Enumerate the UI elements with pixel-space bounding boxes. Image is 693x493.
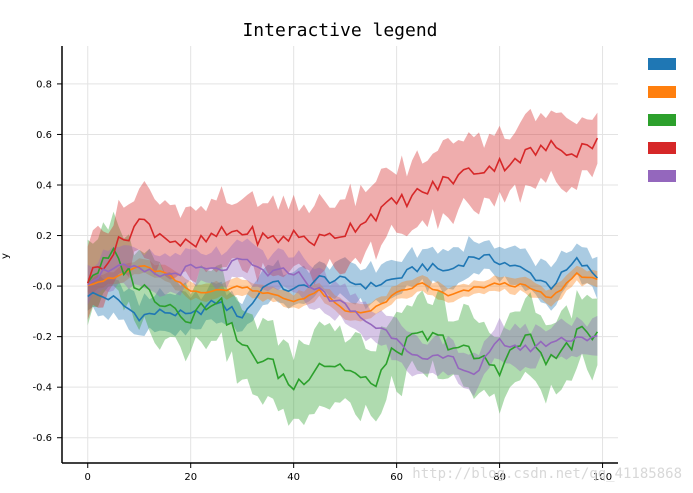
x-tick-label: 60 xyxy=(390,472,403,483)
series-lines xyxy=(86,137,599,391)
legend-swatch-4[interactable] xyxy=(648,142,676,154)
legend-swatch-2[interactable] xyxy=(648,86,676,98)
x-tick-label: 0 xyxy=(85,472,91,483)
y-tick-label: 0.4 xyxy=(36,181,52,192)
x-tick-label: 80 xyxy=(493,472,506,483)
y-tick-label: -0.2 xyxy=(32,332,52,343)
legend xyxy=(648,58,676,182)
x-tick-label: 40 xyxy=(287,472,300,483)
x-tick-label: 100 xyxy=(593,472,612,483)
series-band-4 xyxy=(87,108,598,320)
y-tick-label: -0.4 xyxy=(32,383,52,394)
y-tick-label: -0.6 xyxy=(32,433,52,444)
series-line-5 xyxy=(87,257,598,376)
y-tick-label: 0.2 xyxy=(36,231,52,242)
y-tick-label: -0.0 xyxy=(32,282,52,293)
y-tick-label: 0.8 xyxy=(36,79,52,90)
watermark: http://blog.csdn.net/qq_41185868 xyxy=(412,466,682,482)
axes: 0 20 40 60 80 100 -0.6 -0.4 -0.2 -0.0 0.2 0.4 0.6 0.8 xyxy=(32,46,618,483)
series-band-1 xyxy=(87,236,598,337)
legend-swatch-3[interactable] xyxy=(648,114,676,126)
y-tick-label: 0.6 xyxy=(36,130,52,141)
chart-title: Interactive legend xyxy=(242,20,437,41)
legend-swatch-1[interactable] xyxy=(648,58,676,70)
series-band-5 xyxy=(87,238,598,397)
series-line-1 xyxy=(87,253,598,323)
x-tick-label: 20 xyxy=(184,472,197,483)
series-line-4 xyxy=(86,137,599,284)
y-axis-label: y xyxy=(0,253,11,259)
legend-swatch-5[interactable] xyxy=(648,170,676,182)
series-line-3 xyxy=(87,246,599,391)
series-line-2 xyxy=(87,264,598,314)
